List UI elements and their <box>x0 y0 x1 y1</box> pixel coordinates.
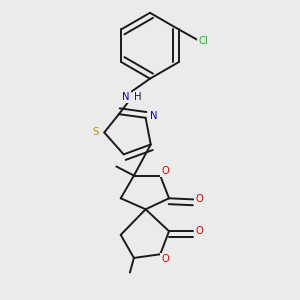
Text: S: S <box>92 128 98 137</box>
Text: O: O <box>161 254 169 264</box>
Text: N: N <box>122 92 130 102</box>
Text: Cl: Cl <box>198 36 208 46</box>
Text: O: O <box>161 166 169 176</box>
Text: H: H <box>134 92 142 102</box>
Text: N: N <box>150 111 158 121</box>
Text: O: O <box>196 226 204 236</box>
Text: O: O <box>196 194 204 204</box>
